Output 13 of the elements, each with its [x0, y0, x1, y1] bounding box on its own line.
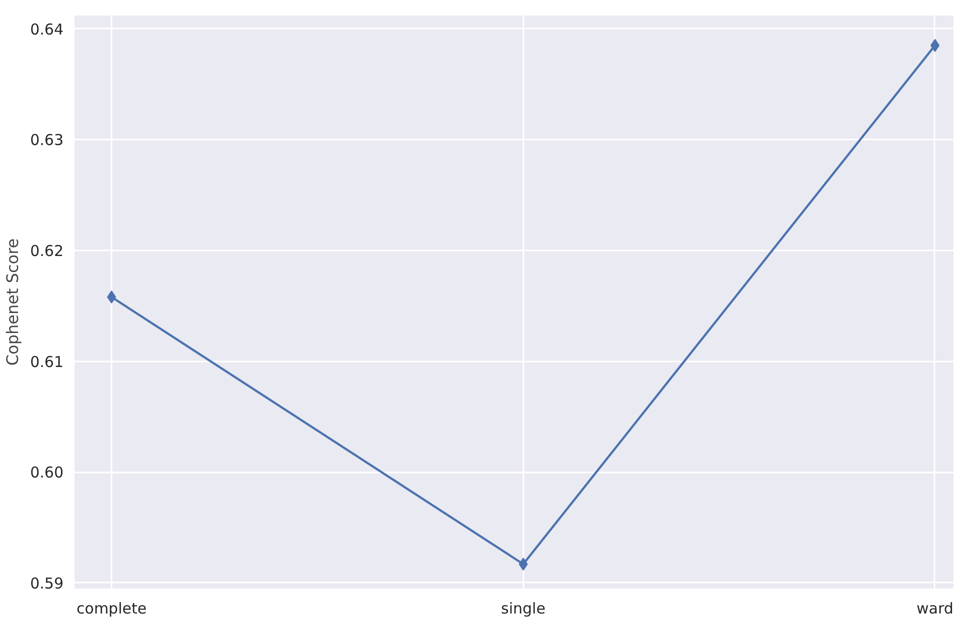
- y-tick-label: 0.62: [30, 242, 64, 260]
- y-tick-label: 0.59: [30, 574, 64, 592]
- point: [107, 290, 116, 304]
- y-tick-label: 0.63: [30, 131, 64, 150]
- point: [930, 38, 940, 52]
- x-tick-label: ward: [916, 600, 954, 618]
- point: [518, 558, 528, 571]
- x-tick-label: complete: [76, 600, 147, 618]
- x-tick-label: single: [501, 600, 546, 618]
- y-tick-label: 0.61: [30, 352, 64, 371]
- y-axis-title: Cophenet Score: [3, 238, 22, 366]
- y-tick-label: 0.60: [30, 464, 64, 482]
- y-tick-label: 0.64: [30, 20, 64, 38]
